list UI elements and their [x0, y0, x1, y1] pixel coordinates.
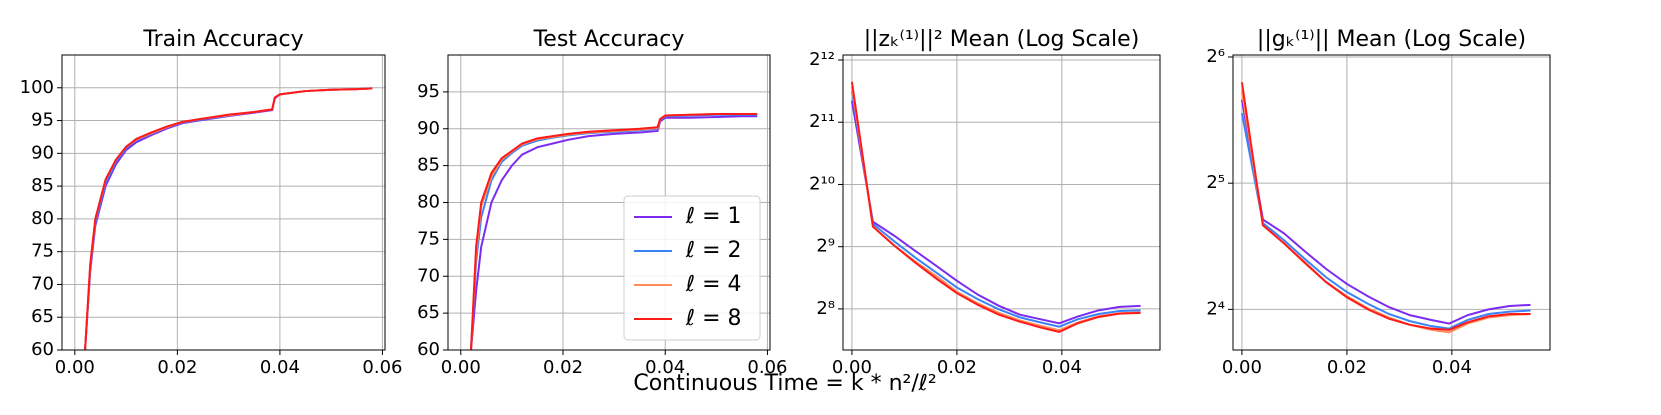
- y-tick-label: 70: [417, 265, 440, 286]
- series-line: [850, 86, 1141, 332]
- legend-label: ℓ = 2: [685, 238, 742, 263]
- y-tick-label: 2⁶: [1206, 46, 1225, 67]
- series-line: [84, 87, 373, 350]
- chart-title: ||zₖ⁽¹⁾||² Mean (Log Scale): [864, 27, 1140, 52]
- y-tick-label: 2¹⁰: [809, 173, 835, 194]
- y-tick-label: 60: [417, 339, 440, 360]
- y-tick-label: 95: [31, 110, 54, 131]
- chart-title: Test Accuracy: [533, 27, 685, 52]
- y-tick-label: 2⁵: [1206, 172, 1225, 193]
- y-tick-label: 2¹²: [809, 49, 835, 70]
- y-tick-label: 2⁴: [1206, 298, 1225, 319]
- chart-title: Train Accuracy: [142, 27, 303, 52]
- x-tick-label: 0.04: [645, 357, 685, 378]
- x-axis-label: Continuous Time = k * n²/ℓ²: [633, 371, 936, 396]
- y-tick-label: 80: [417, 192, 440, 213]
- axes-frame: [447, 54, 771, 351]
- legend-label: ℓ = 1: [685, 204, 742, 229]
- x-tick-label: 0.04: [260, 357, 300, 378]
- axes-frame: [842, 54, 1161, 351]
- y-tick-label: 80: [31, 208, 54, 229]
- y-tick-label: 75: [417, 228, 440, 249]
- y-tick-label: 2¹¹: [809, 111, 835, 132]
- x-tick-label: 0.04: [1432, 357, 1472, 378]
- x-tick-label: 0.00: [1222, 357, 1262, 378]
- x-tick-label: 0.00: [55, 357, 95, 378]
- y-tick-label: 95: [417, 81, 440, 102]
- axes-frame: [1232, 54, 1551, 351]
- y-tick-label: 70: [31, 273, 54, 294]
- y-tick-label: 85: [417, 155, 440, 176]
- series-line: [1240, 82, 1531, 331]
- x-tick-label: 0.06: [362, 357, 402, 378]
- series-line: [850, 90, 1141, 328]
- y-tick-label: 65: [31, 306, 54, 327]
- axes-frame: [61, 54, 386, 351]
- series-line: [1240, 99, 1531, 325]
- x-tick-label: 0.02: [937, 357, 977, 378]
- series-line: [850, 81, 1141, 334]
- series-line: [1240, 91, 1531, 334]
- y-tick-label: 2⁸: [816, 298, 835, 319]
- x-tick-label: 0.04: [1042, 357, 1082, 378]
- series-line: [470, 113, 758, 350]
- y-tick-label: 2⁹: [816, 236, 835, 257]
- legend-box: [623, 195, 761, 341]
- y-tick-label: 90: [31, 142, 54, 163]
- x-tick-label: 0.06: [747, 357, 787, 378]
- y-tick-label: 90: [417, 118, 440, 139]
- x-tick-label: 0.02: [157, 357, 197, 378]
- y-tick-label: 100: [20, 77, 54, 98]
- series-line: [850, 100, 1141, 325]
- x-tick-label: 0.00: [441, 357, 481, 378]
- y-tick-label: 85: [31, 175, 54, 196]
- y-tick-label: 75: [31, 241, 54, 262]
- series-line: [1240, 113, 1531, 330]
- legend-label: ℓ = 8: [685, 306, 742, 331]
- x-tick-label: 0.02: [543, 357, 583, 378]
- chart-title: ||gₖ⁽¹⁾|| Mean (Log Scale): [1257, 27, 1526, 52]
- y-tick-label: 60: [31, 339, 54, 360]
- series-line: [470, 115, 758, 350]
- x-tick-label: 0.02: [1327, 357, 1367, 378]
- y-tick-label: 65: [417, 302, 440, 323]
- legend-label: ℓ = 4: [685, 272, 742, 297]
- x-tick-label: 0.00: [832, 357, 872, 378]
